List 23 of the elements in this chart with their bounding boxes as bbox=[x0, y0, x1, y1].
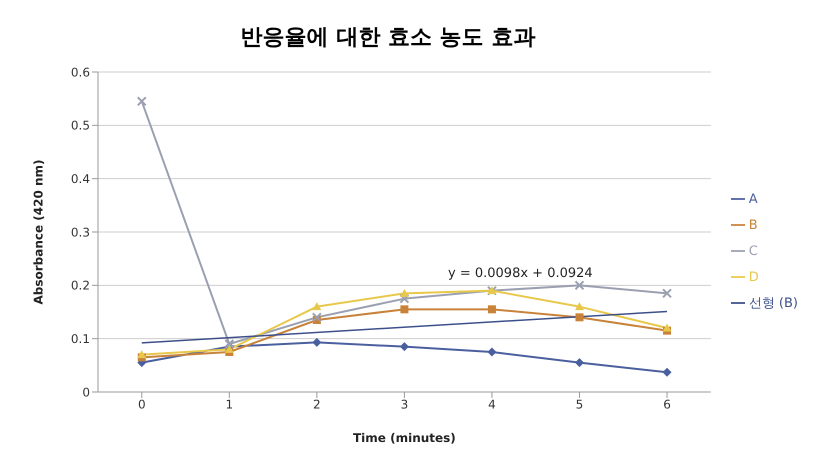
y-axis-title: Absorbance (420 nm) bbox=[31, 159, 46, 305]
y-tick-label: 0.1 bbox=[70, 332, 90, 346]
x-tick-label: 0 bbox=[138, 398, 146, 412]
x-tick-label: 3 bbox=[400, 398, 408, 412]
y-tick-label: 0.5 bbox=[70, 118, 90, 133]
annotation: y = 0.0098x + 0.0924 bbox=[448, 266, 593, 281]
x-tick-label: 5 bbox=[576, 398, 584, 412]
x-axis-title: Time (minutes) bbox=[352, 431, 456, 445]
y-tick-label: 0.4 bbox=[70, 172, 90, 186]
x-tick-label: 6 bbox=[663, 398, 671, 412]
chart-title: 반응율에 대한 효소 농도 효과 bbox=[240, 24, 536, 52]
legend-label: A bbox=[748, 192, 758, 207]
y-tick-label: 0 bbox=[82, 385, 90, 400]
y-tick-label: 0.6 bbox=[70, 65, 90, 80]
legend-label: D bbox=[748, 270, 759, 285]
legend-label: C bbox=[748, 244, 758, 259]
x-tick-label: 1 bbox=[225, 398, 234, 412]
legend-label: B bbox=[748, 218, 758, 233]
y-tick-label: 0.3 bbox=[70, 225, 90, 240]
x-tick-label: 2 bbox=[313, 398, 321, 412]
x-tick-label: 4 bbox=[488, 398, 496, 412]
legend-label: 선형 (B) bbox=[748, 296, 798, 311]
y-tick-label: 0.2 bbox=[70, 278, 90, 293]
